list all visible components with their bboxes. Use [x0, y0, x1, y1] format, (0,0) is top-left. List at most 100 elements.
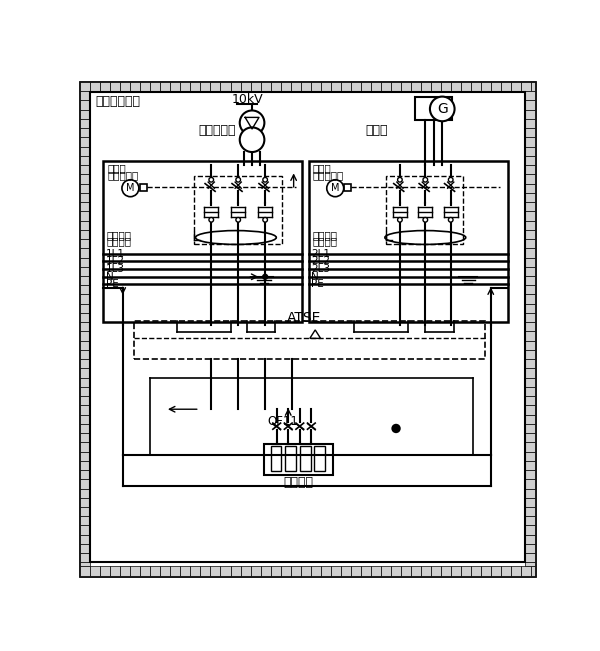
Bar: [80, 165, 91, 174]
Bar: [524, 267, 535, 276]
Text: 2L1: 2L1: [311, 249, 331, 258]
Bar: [194, 176, 282, 243]
Bar: [524, 479, 535, 488]
Bar: [220, 82, 230, 91]
Bar: [80, 304, 91, 313]
Bar: [80, 128, 91, 137]
Bar: [80, 350, 91, 359]
Bar: [190, 566, 200, 575]
Bar: [524, 452, 535, 461]
Circle shape: [327, 180, 344, 197]
Bar: [80, 498, 91, 507]
Bar: [80, 230, 91, 239]
Bar: [341, 82, 350, 91]
Bar: [80, 470, 91, 479]
Bar: [80, 368, 91, 378]
Bar: [200, 82, 211, 91]
Bar: [524, 406, 535, 415]
Bar: [80, 415, 91, 424]
Bar: [524, 331, 535, 340]
Bar: [80, 276, 91, 285]
Bar: [524, 461, 535, 470]
Bar: [524, 396, 535, 406]
Bar: [251, 566, 260, 575]
Text: M: M: [126, 183, 134, 193]
Bar: [80, 322, 91, 331]
Bar: [524, 276, 535, 285]
Bar: [524, 368, 535, 378]
Bar: [80, 516, 91, 525]
Bar: [461, 82, 471, 91]
Bar: [103, 161, 302, 322]
Bar: [524, 415, 535, 424]
Bar: [170, 82, 181, 91]
Bar: [524, 165, 535, 174]
Bar: [263, 444, 333, 475]
Bar: [80, 433, 91, 442]
Circle shape: [263, 275, 268, 279]
Bar: [524, 137, 535, 146]
Bar: [80, 406, 91, 415]
Bar: [80, 258, 91, 267]
Bar: [260, 566, 271, 575]
Bar: [271, 566, 281, 575]
Bar: [80, 452, 91, 461]
Bar: [281, 82, 290, 91]
Bar: [524, 128, 535, 137]
Bar: [80, 479, 91, 488]
Bar: [80, 184, 91, 193]
Bar: [361, 82, 371, 91]
Bar: [220, 566, 230, 575]
Bar: [524, 516, 535, 525]
Bar: [524, 553, 535, 562]
Bar: [524, 534, 535, 544]
Bar: [311, 82, 320, 91]
Text: M: M: [331, 183, 340, 193]
Text: PE: PE: [106, 279, 119, 290]
Bar: [80, 248, 91, 258]
Bar: [511, 566, 521, 575]
Bar: [524, 562, 535, 566]
Text: 接地故障: 接地故障: [312, 230, 337, 240]
Bar: [511, 82, 521, 91]
Bar: [110, 566, 121, 575]
Bar: [300, 446, 311, 471]
Bar: [421, 82, 431, 91]
Circle shape: [430, 96, 455, 121]
Bar: [410, 566, 421, 575]
Bar: [80, 202, 91, 212]
Bar: [301, 566, 311, 575]
Bar: [200, 566, 211, 575]
Text: 2L3: 2L3: [311, 264, 331, 274]
Bar: [451, 82, 461, 91]
Bar: [471, 566, 481, 575]
Circle shape: [209, 178, 214, 182]
Bar: [100, 82, 110, 91]
Bar: [241, 82, 251, 91]
Bar: [80, 267, 91, 276]
Bar: [371, 82, 380, 91]
Text: 变压器: 变压器: [107, 163, 126, 173]
Bar: [531, 82, 535, 91]
Circle shape: [209, 217, 214, 222]
Bar: [301, 82, 311, 91]
Text: 发电机: 发电机: [313, 163, 332, 173]
Circle shape: [240, 128, 265, 152]
Bar: [524, 488, 535, 498]
Text: 2L2: 2L2: [311, 256, 331, 266]
Bar: [431, 82, 441, 91]
Text: 10kV: 10kV: [232, 93, 263, 106]
Text: PE: PE: [311, 279, 324, 290]
Bar: [281, 566, 290, 575]
Bar: [371, 566, 380, 575]
Text: 电流检测: 电流检测: [107, 236, 131, 246]
Bar: [80, 387, 91, 396]
Bar: [501, 82, 511, 91]
Bar: [524, 470, 535, 479]
Bar: [524, 507, 535, 516]
Bar: [344, 184, 352, 191]
Circle shape: [263, 217, 268, 222]
Bar: [524, 359, 535, 368]
Bar: [524, 313, 535, 322]
Bar: [491, 82, 501, 91]
